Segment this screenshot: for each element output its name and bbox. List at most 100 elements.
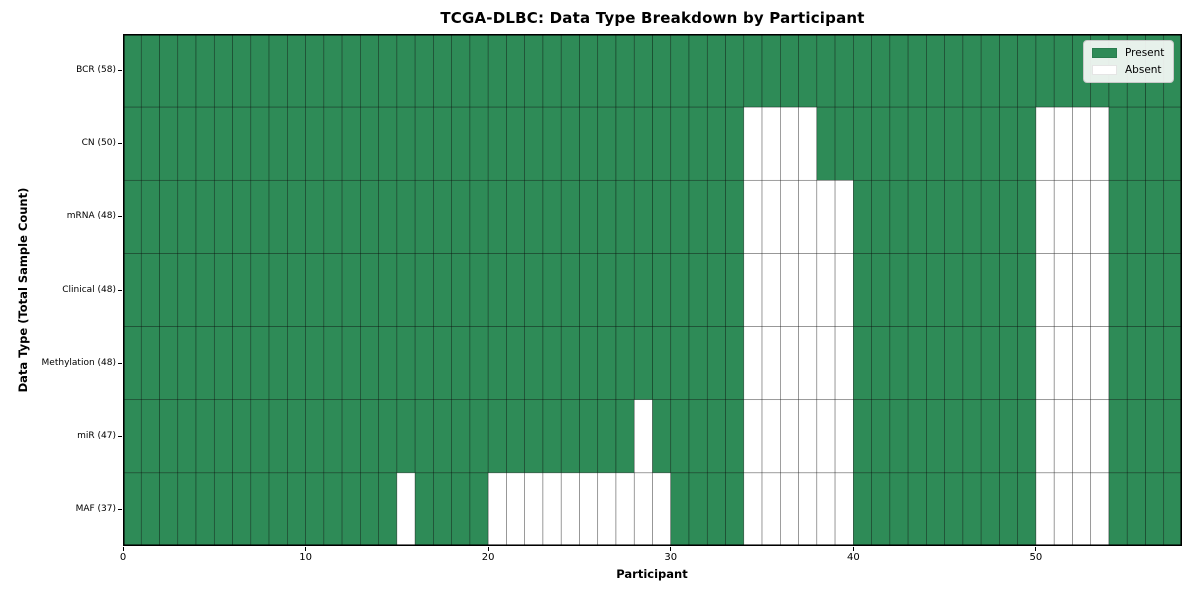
heatmap-cell: [232, 472, 252, 546]
heatmap-cell: [688, 34, 708, 108]
y-tick-label: Clinical (48): [62, 284, 116, 295]
heatmap-cell: [871, 106, 891, 181]
heatmap-cell: [1163, 399, 1182, 474]
heatmap-cell: [177, 106, 197, 181]
heatmap-cell: [542, 399, 562, 474]
heatmap-cell: [213, 179, 233, 254]
heatmap-cell: [213, 326, 233, 401]
heatmap-cell: [414, 34, 434, 108]
heatmap-cell: [633, 399, 653, 474]
heatmap-cell: [633, 326, 653, 401]
heatmap-cell: [268, 399, 288, 474]
heatmap-cell: [780, 399, 799, 474]
heatmap-cell: [962, 34, 982, 108]
heatmap-cell: [1163, 326, 1182, 401]
heatmap-cell: [341, 179, 361, 254]
heatmap-cell: [341, 106, 361, 181]
heatmap-cell: [706, 399, 726, 474]
heatmap-cell: [506, 326, 525, 401]
heatmap-cell: [962, 399, 982, 474]
heatmap-cell: [542, 34, 562, 108]
heatmap-cell: [816, 179, 836, 254]
plot-frame: [123, 34, 1182, 546]
y-tick-mark: [118, 216, 122, 218]
heatmap-cell: [268, 106, 288, 181]
heatmap-cell: [414, 106, 434, 181]
heatmap-cell: [140, 106, 160, 181]
heatmap-cell: [213, 106, 233, 181]
heatmap-cell: [597, 34, 617, 108]
heatmap-cell: [1090, 326, 1110, 401]
heatmap-cell: [798, 253, 818, 327]
heatmap-cell: [360, 34, 379, 108]
heatmap-cell: [341, 253, 361, 327]
heatmap-cell: [944, 472, 964, 546]
y-tick-label: BCR (58): [76, 65, 116, 76]
heatmap-cell: [433, 326, 452, 401]
heatmap-cell: [1017, 326, 1037, 401]
heatmap-cell: [250, 326, 270, 401]
heatmap-cell: [396, 179, 416, 254]
heatmap-cell: [853, 326, 872, 401]
heatmap-cell: [980, 253, 1000, 327]
heatmap-cell: [123, 34, 142, 108]
legend-label-absent: Absent: [1125, 64, 1162, 76]
heatmap-cell: [926, 472, 945, 546]
heatmap-cell: [944, 399, 964, 474]
heatmap-cell: [926, 326, 945, 401]
heatmap-cell: [213, 253, 233, 327]
heatmap-cell: [615, 34, 635, 108]
heatmap-cell: [1108, 399, 1128, 474]
heatmap-cell: [798, 472, 818, 546]
heatmap-cell: [706, 253, 726, 327]
heatmap-cell: [140, 34, 160, 108]
heatmap-cell: [360, 326, 379, 401]
chart-title: TCGA-DLBC: Data Type Breakdown by Partic…: [440, 9, 865, 27]
heatmap-cell: [579, 399, 599, 474]
legend-swatch-absent-icon: [1092, 65, 1117, 75]
heatmap-cell: [944, 179, 964, 254]
heatmap-cell: [287, 34, 306, 108]
heatmap-cell: [1145, 399, 1165, 474]
heatmap-cell: [1053, 34, 1073, 108]
heatmap-cell: [451, 106, 471, 181]
heatmap-cell: [1145, 179, 1165, 254]
heatmap-cell: [396, 253, 416, 327]
heatmap-cell: [159, 34, 179, 108]
heatmap-cell: [360, 106, 379, 181]
heatmap-cell: [926, 179, 945, 254]
heatmap-cell: [725, 34, 745, 108]
heatmap-cell: [889, 106, 909, 181]
heatmap-cell: [579, 472, 599, 546]
heatmap-cell: [433, 253, 452, 327]
heatmap-cell: [706, 326, 726, 401]
heatmap-cell: [1053, 106, 1073, 181]
heatmap-cell: [305, 34, 325, 108]
heatmap-cell: [980, 34, 1000, 108]
heatmap-cell: [1126, 399, 1146, 474]
heatmap-cell: [560, 179, 580, 254]
x-tick-label: 10: [299, 552, 312, 563]
heatmap-cell: [469, 326, 489, 401]
heatmap-cell: [597, 179, 617, 254]
heatmap-cell: [780, 253, 799, 327]
heatmap-cell: [579, 253, 599, 327]
heatmap-cell: [560, 472, 580, 546]
heatmap-cell: [469, 179, 489, 254]
heatmap-cell: [725, 472, 745, 546]
heatmap-cell: [761, 399, 781, 474]
x-tick-label: 0: [119, 552, 127, 563]
heatmap-cell: [889, 399, 909, 474]
heatmap-cell: [177, 253, 197, 327]
heatmap-cell: [889, 472, 909, 546]
heatmap-cell: [798, 34, 818, 108]
heatmap-cell: [761, 253, 781, 327]
heatmap-cell: [123, 326, 142, 401]
heatmap-cell: [597, 106, 617, 181]
heatmap-cell: [853, 106, 872, 181]
heatmap-cell: [177, 472, 197, 546]
heatmap-cell: [725, 179, 745, 254]
heatmap-cell: [560, 34, 580, 108]
heatmap-cell: [652, 326, 672, 401]
heatmap-cell: [524, 472, 544, 546]
